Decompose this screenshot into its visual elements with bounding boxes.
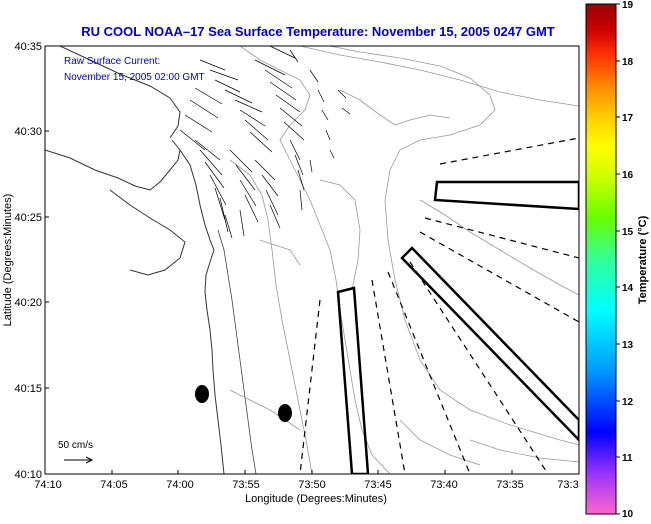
x-tick-label: 74:00 [166,479,194,491]
y-tick-labels: 40:35 40:30 40:25 40:20 40:15 40:10 [14,41,42,481]
map-title: RU COOL NOAA–17 Sea Surface Temperature:… [81,24,555,39]
colorbar-tick-label: 11 [622,453,633,464]
colorbar-tick-label: 16 [622,170,634,181]
colorbar-tick-label: 12 [622,397,634,408]
x-tick-label: 74:10 [34,479,62,491]
colorbar-tick-label: 15 [622,227,634,238]
radar-zones [336,180,579,474]
y-tick-label: 40:20 [14,297,42,309]
scale-arrow [64,456,94,464]
plot-frame [44,45,580,475]
x-tick-label: 73:50 [298,479,326,491]
barrier-shoreline [217,229,257,474]
colorbar-ticks [616,3,620,515]
x-tick-labels: 74:10 74:05 74:00 73:55 73:50 73:45 73:4… [34,479,578,491]
axis-ticks [44,45,513,475]
current-label: Raw Surface Current: [64,56,160,67]
x-tick-label: 73:3 [557,479,578,491]
y-tick-label: 40:25 [14,212,42,224]
y-tick-label: 40:30 [14,126,42,138]
y-tick-label: 40:15 [14,383,42,395]
x-tick-label: 73:55 [232,479,260,491]
buoy-marker [278,404,292,422]
buoy-marker [195,385,209,403]
colorbar-tick-label: 13 [622,340,634,351]
colorbar-title: Temperature (°C) [637,215,649,304]
current-vectors [179,46,351,239]
radial-dashes [299,137,579,474]
y-axis-title: Latitude (Degrees:Minutes) [2,194,14,327]
colorbar-tick-labels: 19 18 17 16 15 14 13 12 11 10 [622,0,634,520]
sst-contours [229,46,579,474]
map-content [45,46,579,474]
y-tick-label: 40:10 [14,469,42,481]
x-axis-title: Longitude (Degrees:Minutes) [245,493,387,505]
coastline-north [59,46,181,139]
x-tick-label: 73:35 [496,479,524,491]
bay-shore [109,189,186,276]
colorbar-tick-label: 18 [622,57,634,68]
colorbar-tick-label: 10 [622,509,634,519]
x-tick-label: 73:40 [430,479,458,491]
x-tick-label: 74:05 [100,479,128,491]
current-time-label: November 15, 2005 02:00 GMT [64,72,205,83]
colorbar-tick-label: 17 [622,113,634,124]
scale-label: 50 cm/s [58,440,93,451]
colorbar-tick-label: 14 [622,283,634,294]
x-tick-label: 73:45 [364,479,392,491]
y-tick-label: 40:35 [14,41,42,53]
colorbar [585,3,617,515]
coastline [45,139,225,474]
colorbar-tick-label: 19 [622,0,634,11]
